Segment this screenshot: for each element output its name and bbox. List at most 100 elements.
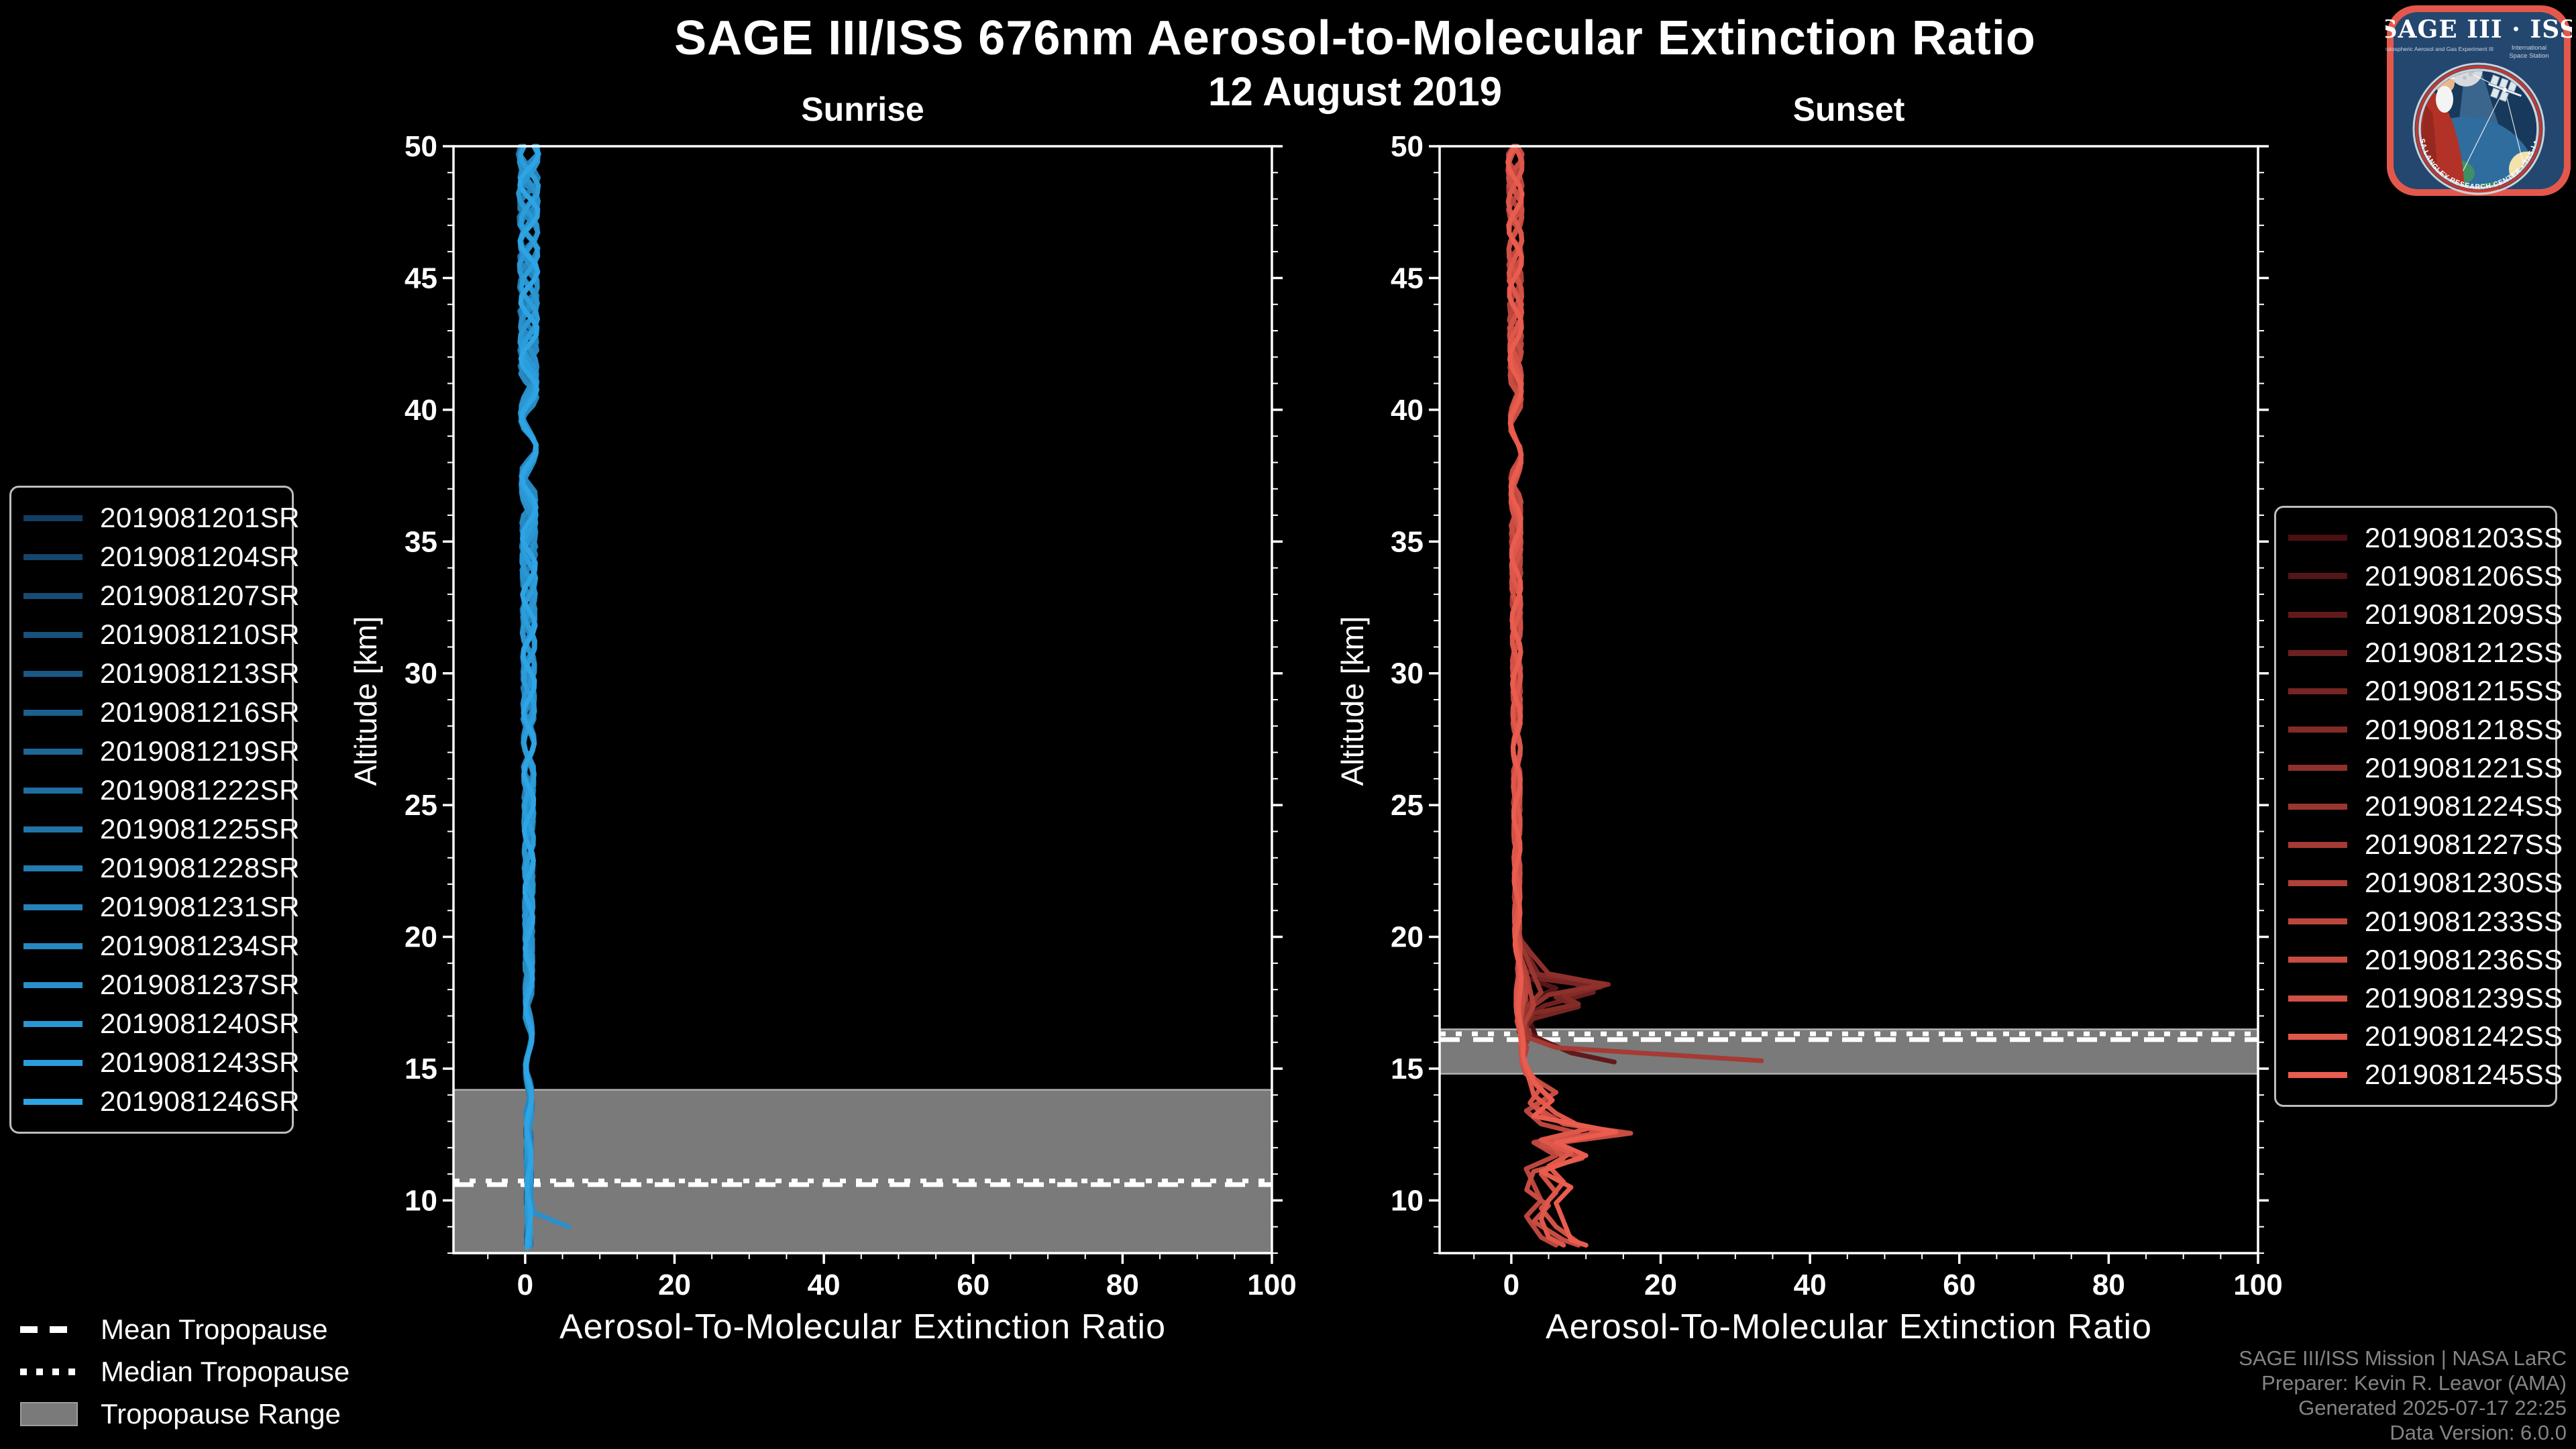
legend-line-swatch [2288, 727, 2347, 733]
legend-event-label: 2019081201SR [100, 502, 300, 533]
occultation-line [2459, 92, 2503, 179]
legend-item: 2019081224SS [2288, 787, 2563, 825]
legend-event-label: 2019081240SR [100, 1008, 300, 1039]
x-tick-label: 20 [1644, 1269, 1677, 1301]
tropopause-range-label: Tropopause Range [101, 1397, 341, 1430]
legend-line-swatch [23, 515, 83, 521]
y-tick-label: 50 [405, 130, 437, 163]
legend-item: 2019081237SR [23, 965, 299, 1004]
legend-line-swatch [2288, 688, 2347, 694]
median-tropopause-dotted-swatch [20, 1368, 78, 1375]
legend-line-swatch [23, 748, 83, 755]
legend-event-label: 2019081245SS [2365, 1059, 2563, 1091]
legend-event-label: 2019081234SR [100, 930, 300, 961]
legend-line-swatch [23, 865, 83, 871]
profile-line-2019081242SS [1505, 144, 1589, 1248]
legend-item: 2019081234SR [23, 926, 299, 965]
x-tick-label: 60 [1943, 1269, 1976, 1301]
legend-line-swatch [2288, 1033, 2347, 1040]
patch-subtitle-right-1: International [2512, 44, 2546, 52]
patch-subtitle-left: Stratospheric Aerosol and Gas Experiment… [2385, 46, 2493, 52]
y-tick-label: 25 [1391, 789, 1424, 822]
legend-item: 2019081236SS [2288, 941, 2563, 979]
legend-line-swatch [23, 904, 83, 910]
x-tick-label: 80 [1106, 1269, 1139, 1301]
legend-item: 2019081218SS [2288, 710, 2563, 749]
legend-event-label: 2019081221SS [2365, 751, 2563, 784]
legend-event-label: 2019081236SS [2365, 943, 2563, 975]
legend-line-swatch [23, 592, 83, 599]
footer-data-version-line: Data Version: 6.0.0 [2390, 1421, 2567, 1444]
legend-event-label: 2019081237SR [100, 969, 300, 1000]
y-tick-label: 30 [1391, 657, 1424, 690]
y-tick-label: 30 [405, 657, 437, 690]
legend-event-label: 2019081209SS [2365, 598, 2563, 630]
legend-item: 2019081231SR [23, 888, 299, 926]
mean-tropopause-dashed-swatch [20, 1326, 78, 1333]
figure-title: SAGE III/ISS 676nm Aerosol-to-Molecular … [674, 11, 2036, 65]
legend-item: 2019081246SR [23, 1082, 299, 1121]
profile-line-2019081236SS [1506, 144, 1633, 1248]
legend-item: 2019081212SS [2288, 634, 2563, 672]
legend-line-swatch [23, 1020, 83, 1027]
patch-title: SAGE III · ISS [2385, 15, 2572, 44]
x-tick-label: 40 [808, 1269, 841, 1301]
legend-event-label: 2019081231SR [100, 891, 300, 922]
tropopause-legend-item: Mean Tropopause [20, 1308, 350, 1350]
legend-line-swatch [2288, 535, 2347, 541]
legend-item: 2019081215SS [2288, 672, 2563, 710]
sunset-plot: 0 20 40 60 80 100 10 15 20 25 30 35 40 45 50 [1391, 130, 2283, 1301]
iss-icon [2488, 74, 2522, 103]
y-tick-label: 10 [405, 1184, 437, 1217]
y-tick-label: 40 [405, 394, 437, 427]
tropopause-range-band [453, 1089, 1272, 1253]
legend-item: 2019081228SR [23, 849, 299, 888]
legend-event-label: 2019081206SS [2365, 559, 2563, 592]
sage-iii-iss-mission-patch: SAGE III · ISS Stratospheric Aerosol and… [2385, 4, 2572, 196]
legend-item: 2019081213SR [23, 654, 299, 693]
y-tick-label: 35 [405, 525, 437, 558]
legend-item: 2019081219SR [23, 732, 299, 771]
legend-item: 2019081201SR [23, 498, 299, 537]
patch-subtitle-right-2: Space Station [2509, 52, 2548, 60]
sunrise-x-axis-label: Aerosol-To-Molecular Extinction Ratio [559, 1307, 1166, 1346]
legend-line-swatch [23, 670, 83, 677]
moon-crater [2463, 76, 2467, 80]
legend-item: 2019081222SR [23, 771, 299, 810]
legend-item: 2019081210SR [23, 615, 299, 654]
y-tick-label: 45 [405, 262, 437, 294]
legend-item: 2019081239SS [2288, 979, 2563, 1017]
legend-event-label: 2019081233SS [2365, 905, 2563, 937]
legend-line-swatch [23, 1098, 83, 1105]
x-tick-label: 60 [957, 1269, 989, 1301]
x-tick-label: 100 [2233, 1269, 2282, 1301]
y-tick-label: 15 [1391, 1053, 1424, 1085]
occultation-line [2504, 89, 2524, 166]
legend-event-label: 2019081230SS [2365, 867, 2563, 899]
x-tick-label: 40 [1794, 1269, 1827, 1301]
legend-line-swatch [2288, 765, 2347, 771]
legend-event-label: 2019081204SR [100, 541, 300, 572]
legend-line-swatch [23, 631, 83, 638]
legend-line-swatch [2288, 841, 2347, 848]
plot-provenance-footer: SAGE III/ISS Mission | NASA LaRC Prepare… [2239, 1346, 2567, 1445]
legend-item: 2019081203SS [2288, 519, 2563, 557]
legend-event-label: 2019081219SR [100, 735, 300, 767]
sunset-x-axis-label: Aerosol-To-Molecular Extinction Ratio [1545, 1307, 2152, 1346]
y-tick-label: 50 [1391, 130, 1424, 163]
profile-line-2019081209SS [1505, 144, 1617, 1065]
legend-item: 2019081242SS [2288, 1018, 2563, 1056]
y-tick-label: 10 [1391, 1184, 1424, 1217]
legend-event-label: 2019081215SS [2365, 675, 2563, 707]
footer-generated-line: Generated 2025-07-17 22:25 [2298, 1396, 2567, 1419]
legend-line-swatch [2288, 995, 2347, 1002]
legend-event-label: 2019081216SR [100, 696, 300, 728]
legend-line-swatch [2288, 1071, 2347, 1078]
y-tick-label: 15 [405, 1053, 437, 1085]
x-tick-label: 80 [2092, 1269, 2125, 1301]
legend-line-swatch [23, 1059, 83, 1066]
legend-event-label: 2019081239SS [2365, 982, 2563, 1014]
legend-item: 2019081240SR [23, 1004, 299, 1043]
legend-line-swatch [23, 943, 83, 949]
legend-event-label: 2019081246SR [100, 1085, 300, 1117]
